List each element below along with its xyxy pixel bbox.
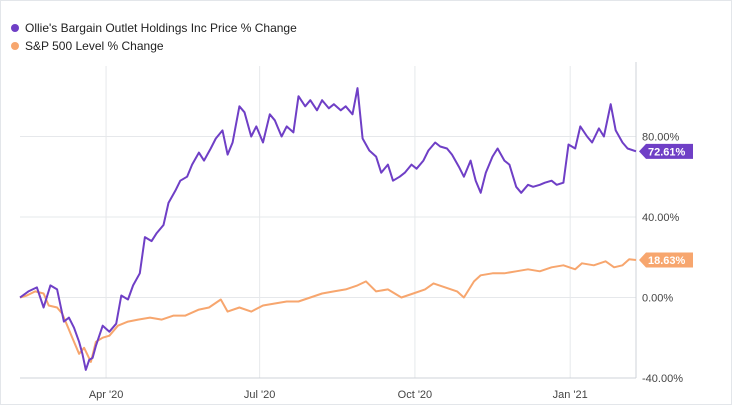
legend-item-ollies[interactable]: Ollie's Bargain Outlet Holdings Inc Pric…: [11, 19, 297, 37]
end-label-ollies: 72.61%: [648, 146, 686, 158]
y-tick-label: -40.00%: [642, 373, 683, 385]
end-label-badge-sp500: [639, 252, 693, 268]
legend-label-sp500: S&P 500 Level % Change: [25, 39, 164, 53]
legend-swatch-ollies: [11, 24, 19, 32]
end-label-sp500: 18.63%: [648, 255, 686, 267]
x-tick-label: Jan '21: [553, 389, 588, 401]
legend-label-ollies: Ollie's Bargain Outlet Holdings Inc Pric…: [25, 21, 297, 35]
y-tick-label: 40.00%: [642, 212, 680, 224]
legend-swatch-sp500: [11, 42, 19, 50]
series-line-ollies: [19, 87, 637, 371]
end-label-badge-ollies: [639, 143, 693, 159]
x-tick-label: Jul '20: [244, 389, 275, 401]
legend-item-sp500[interactable]: S&P 500 Level % Change: [11, 37, 297, 55]
y-tick-label: 0.00%: [642, 292, 673, 304]
chart-legend: Ollie's Bargain Outlet Holdings Inc Pric…: [11, 19, 297, 55]
x-tick-label: Apr '20: [89, 389, 124, 401]
x-tick-label: Oct '20: [398, 389, 433, 401]
y-tick-label: 80.00%: [642, 131, 680, 143]
series-line-sp500: [19, 258, 637, 363]
